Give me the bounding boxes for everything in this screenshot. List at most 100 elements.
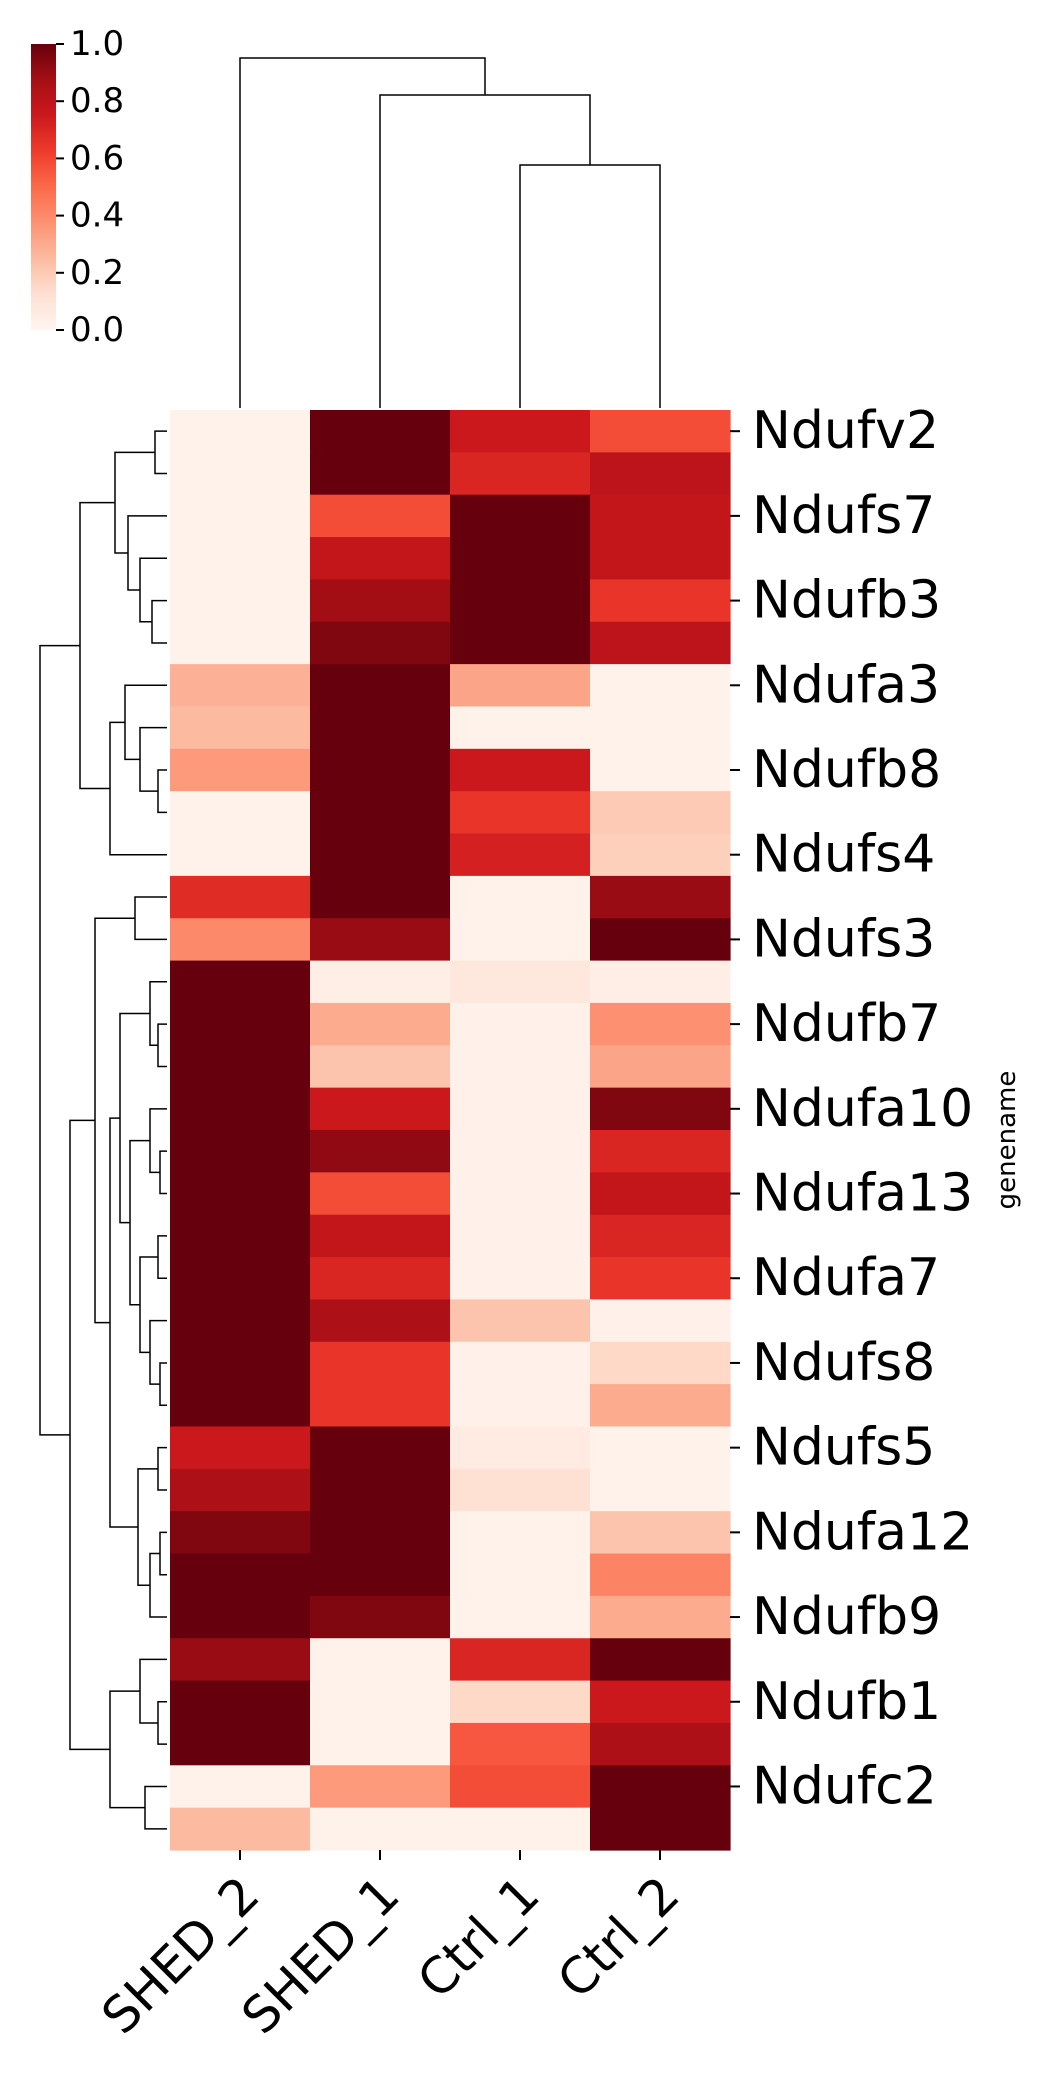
heatmap-cell (450, 1680, 591, 1724)
heatmap-cell (590, 833, 731, 877)
heatmap-cell (450, 875, 591, 919)
row-dendrogram-link (69, 1119, 110, 1751)
heatmap-cell (590, 1638, 731, 1682)
heatmap-cell (170, 1384, 311, 1428)
row-dendrogram-link (39, 644, 80, 1436)
row-dendrogram-link (124, 684, 167, 761)
heatmap-cell (170, 1722, 311, 1766)
heatmap-cell (170, 1172, 311, 1216)
heatmap-cell (450, 1722, 591, 1766)
heatmap-cell (310, 1722, 451, 1766)
row-dendrogram-link (139, 726, 167, 792)
row-tick-label: Ndufc2 (752, 1756, 937, 1816)
heatmap-cell (170, 833, 311, 877)
colorbar-gradient (31, 44, 56, 330)
row-dendrogram-link (149, 1552, 167, 1618)
column-tick-label: Ctrl_1 (406, 1865, 550, 2009)
heatmap-cell (590, 791, 731, 835)
heatmap-cell (450, 1172, 591, 1216)
heatmap-cell (450, 1384, 591, 1428)
heatmap-cell (590, 1045, 731, 1089)
heatmap-cell (590, 1341, 731, 1385)
heatmap-cell (170, 960, 311, 1004)
row-dendrogram-link (157, 1446, 167, 1491)
heatmap-cell (170, 494, 311, 538)
heatmap-cell (450, 1511, 591, 1555)
row-dendrogram-link (137, 1468, 158, 1587)
heatmap-cell (310, 1002, 451, 1046)
row-tick-label: Ndufb7 (752, 994, 941, 1054)
heatmap-cell (310, 621, 451, 665)
heatmap-cell (450, 748, 591, 792)
heatmap-cell (170, 1002, 311, 1046)
heatmap-cell (310, 875, 451, 919)
heatmap-cell (590, 1002, 731, 1046)
heatmap-cell (310, 1341, 451, 1385)
heatmap-cell (310, 1553, 451, 1597)
heatmap-cell (310, 1172, 451, 1216)
heatmap-cell (310, 1257, 451, 1301)
heatmap-cell (590, 748, 731, 792)
heatmap-cell (590, 537, 731, 581)
row-dendrogram-link (159, 1531, 167, 1576)
heatmap-cell (170, 1595, 311, 1639)
heatmap-cell (310, 706, 451, 750)
heatmap-cell (170, 1638, 311, 1682)
heatmap-cell (310, 748, 451, 792)
heatmap-cell (590, 1214, 731, 1258)
row-tick-label: Ndufb8 (752, 740, 941, 800)
heatmap-cell (590, 1172, 731, 1216)
row-tick-label: Ndufa3 (752, 655, 940, 715)
colorbar-tick-label: 1.0 (70, 24, 124, 64)
heatmap-cell (590, 621, 731, 665)
y-axis-title: genename (992, 1071, 1022, 1210)
heatmap-cell (450, 1638, 591, 1682)
heatmap-cell (170, 1468, 311, 1512)
heatmap-cell (310, 1468, 451, 1512)
row-dendrogram-link (134, 896, 167, 941)
heatmap-cell (450, 621, 591, 665)
heatmap-cell (450, 537, 591, 581)
row-dendrogram-link (157, 769, 167, 814)
column-tick-label: SHED_1 (231, 1865, 411, 2045)
heatmap-cell (310, 1426, 451, 1470)
heatmap-cell (310, 537, 451, 581)
heatmap-cell (590, 1722, 731, 1766)
heatmap-cell (450, 1765, 591, 1809)
column-tick-label: Ctrl_2 (546, 1865, 690, 2009)
heatmap-cell (450, 1468, 591, 1512)
row-tick-label: Ndufb3 (752, 571, 941, 631)
column-dendrogram-link (379, 94, 591, 408)
heatmap-cell (590, 875, 731, 919)
heatmap-cell (310, 1595, 451, 1639)
heatmap-cell (590, 579, 731, 623)
column-dendrogram-link (239, 57, 486, 408)
row-dendrogram-link (157, 1701, 167, 1745)
heatmap-cell (590, 1384, 731, 1428)
heatmap-cell (450, 410, 591, 453)
heatmap-cell (310, 664, 451, 708)
row-tick-label: Ndufa13 (752, 1164, 973, 1224)
row-tick-label: Ndufa12 (752, 1502, 973, 1562)
row-tick-label: Ndufs4 (752, 825, 935, 885)
heatmap-cell (170, 452, 311, 496)
heatmap-cell (590, 1595, 731, 1639)
heatmap-cell (590, 1680, 731, 1724)
heatmap-cell (450, 833, 591, 877)
row-dendrogram-link (109, 1117, 138, 1528)
row-tick-label: Ndufv2 (752, 401, 939, 461)
heatmap-cell (170, 621, 311, 665)
row-dendrogram-link (157, 1023, 167, 1068)
row-dendrogram-link (139, 1658, 167, 1724)
heatmap-cell (310, 452, 451, 496)
row-dendrogram-link (157, 1235, 167, 1279)
heatmap-cell (170, 748, 311, 792)
heatmap-cell (450, 791, 591, 835)
heatmap-cell (450, 452, 591, 496)
heatmap-cell (590, 1553, 731, 1597)
heatmap-cell (170, 579, 311, 623)
heatmap-cell (310, 1511, 451, 1555)
heatmap-cell (590, 1087, 731, 1131)
heatmap-cell (310, 833, 451, 877)
